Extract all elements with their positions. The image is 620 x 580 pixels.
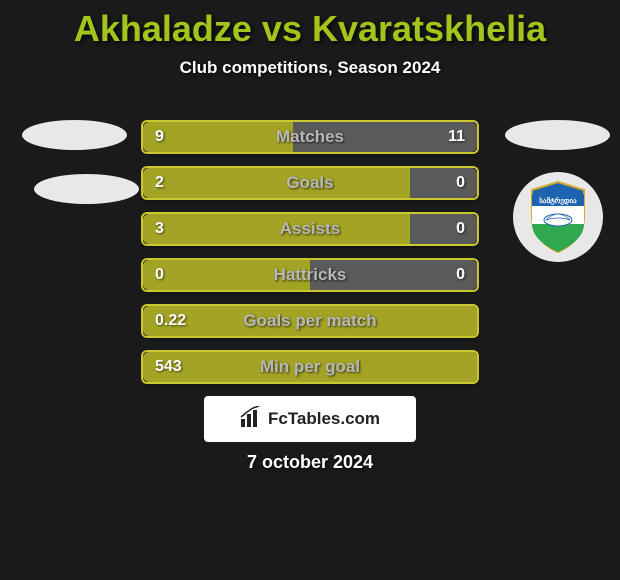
shield-icon: სამტრედია [526, 180, 590, 254]
stat-value-right: 0 [456, 214, 465, 244]
chart-icon [240, 406, 264, 433]
branding-box: FcTables.com [204, 396, 416, 442]
comparison-title: Akhaladze vs Kvaratskhelia [0, 0, 620, 50]
avatar-placeholder [34, 174, 139, 204]
stat-row: Hattricks0 0 [141, 258, 479, 292]
stat-value-left: 0 [155, 260, 164, 290]
stats-container: Matches911Goals20Assists30Hattricks00Goa… [141, 120, 479, 384]
stat-label: Min per goal [143, 352, 477, 382]
branding-text: FcTables.com [268, 409, 380, 429]
svg-text:სამტრედია: სამტრედია [539, 196, 577, 205]
stat-value-left: 2 [155, 168, 164, 198]
stat-row: Matches9 11 [141, 120, 479, 154]
stat-label: Goals [143, 168, 477, 198]
player-left-avatars [10, 120, 139, 262]
stat-value-right: 0 [456, 260, 465, 290]
stat-value-right: 11 [448, 122, 465, 152]
stat-label: Assists [143, 214, 477, 244]
stat-label: Hattricks [143, 260, 477, 290]
stat-value-left: 3 [155, 214, 164, 244]
avatar-placeholder [505, 120, 610, 150]
stat-label: Goals per match [143, 306, 477, 336]
comparison-subtitle: Club competitions, Season 2024 [0, 58, 620, 78]
stat-row: Goals2 0 [141, 166, 479, 200]
stat-value-left: 9 [155, 122, 164, 152]
stat-value-right: 0 [456, 168, 465, 198]
stat-value-left: 543 [155, 352, 182, 382]
avatar-placeholder [22, 120, 127, 150]
stat-row: Min per goal543 [141, 350, 479, 384]
club-badge: სამტრედია [513, 172, 603, 262]
stat-row: Assists3 0 [141, 212, 479, 246]
stat-value-left: 0.22 [155, 306, 186, 336]
player-right-avatars: სამტრედია [505, 120, 610, 262]
stat-label: Matches [143, 122, 477, 152]
stat-row: Goals per match0.22 [141, 304, 479, 338]
comparison-date: 7 october 2024 [0, 452, 620, 473]
